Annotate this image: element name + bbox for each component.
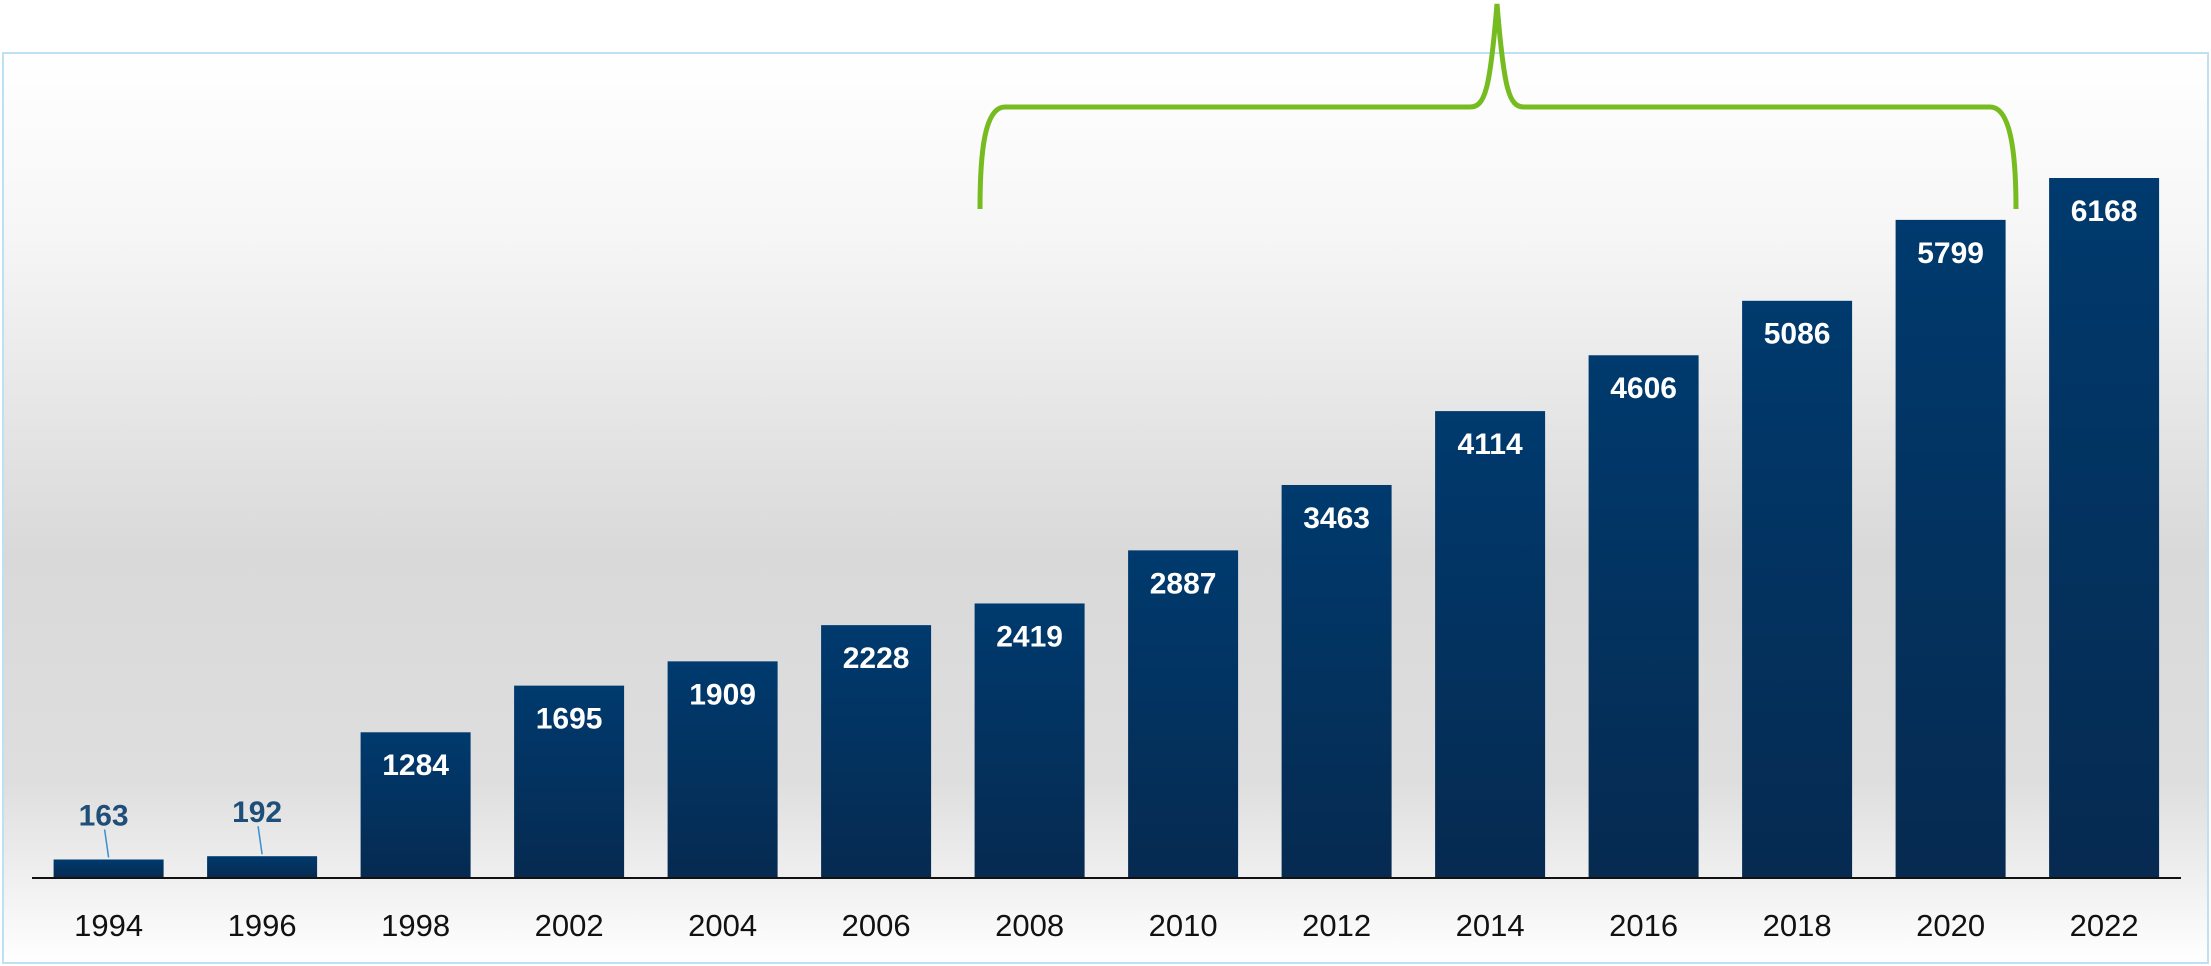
bar bbox=[821, 625, 932, 878]
data-label: 5799 bbox=[1917, 237, 1984, 270]
x-tick-label: 2010 bbox=[1149, 908, 1218, 943]
bar bbox=[514, 685, 625, 878]
x-tick-label: 2008 bbox=[995, 908, 1064, 943]
bar bbox=[1281, 484, 1392, 878]
x-tick-label: 2016 bbox=[1609, 908, 1678, 943]
x-tick-label: 2020 bbox=[1916, 908, 1985, 943]
bars: 163 192 1284 1695 1909 2228 2419 2887 3463 4114 46… bbox=[53, 178, 2160, 879]
x-tick-label: 2014 bbox=[1456, 908, 1525, 943]
bar bbox=[360, 732, 471, 878]
bar bbox=[1895, 219, 2006, 878]
x-tick-label: 1994 bbox=[74, 908, 143, 943]
x-tick-label: 2002 bbox=[535, 908, 604, 943]
bar bbox=[207, 856, 318, 878]
data-label: 6168 bbox=[2071, 195, 2138, 228]
x-tick-label: 1996 bbox=[228, 908, 297, 943]
bar bbox=[974, 603, 1085, 878]
data-label: 2419 bbox=[996, 620, 1063, 653]
bar bbox=[53, 859, 164, 878]
x-tick-label: 2006 bbox=[842, 908, 911, 943]
data-label: 2228 bbox=[843, 642, 910, 675]
data-label: 1909 bbox=[689, 678, 756, 711]
bar bbox=[2049, 178, 2160, 878]
bar bbox=[667, 661, 778, 878]
x-tick-label: 1998 bbox=[381, 908, 450, 943]
bar bbox=[1435, 411, 1546, 878]
plot-background bbox=[2, 52, 2209, 964]
data-label: 192 bbox=[232, 796, 282, 829]
bar bbox=[1128, 550, 1239, 878]
data-label: 1284 bbox=[382, 749, 449, 782]
bar bbox=[1742, 300, 1853, 879]
leader-line bbox=[103, 829, 110, 858]
data-label: 1695 bbox=[536, 703, 603, 736]
leader-line bbox=[257, 826, 263, 855]
bracket bbox=[977, 3, 2019, 210]
x-tick-label: 2004 bbox=[688, 908, 757, 943]
data-label: 3463 bbox=[1303, 502, 1370, 535]
x-tick-label: 2012 bbox=[1302, 908, 1371, 943]
x-tick-label: 2018 bbox=[1763, 908, 1832, 943]
data-label: 5086 bbox=[1764, 318, 1831, 351]
bar bbox=[1588, 355, 1699, 878]
data-label: 4606 bbox=[1610, 372, 1677, 405]
data-label: 4114 bbox=[1458, 428, 1523, 461]
data-label: 163 bbox=[79, 799, 129, 832]
data-label: 2887 bbox=[1150, 567, 1217, 600]
x-tick-label: 2022 bbox=[2070, 908, 2139, 943]
